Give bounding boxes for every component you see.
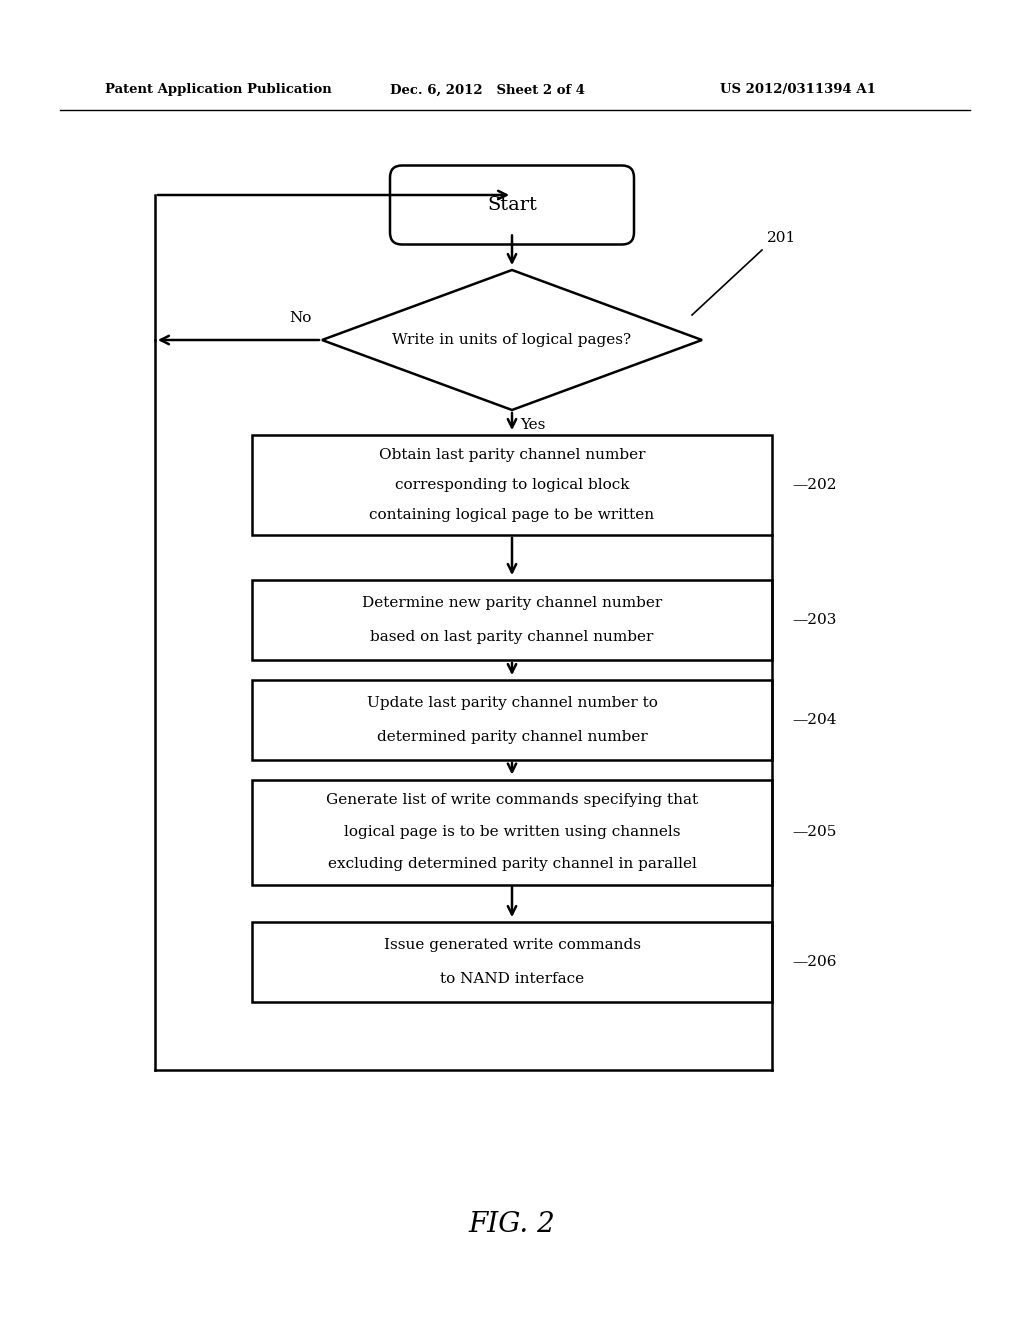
Text: corresponding to logical block: corresponding to logical block xyxy=(394,478,630,492)
Bar xyxy=(252,436,772,535)
Text: Dec. 6, 2012   Sheet 2 of 4: Dec. 6, 2012 Sheet 2 of 4 xyxy=(390,83,585,96)
Text: —202: —202 xyxy=(792,478,837,492)
Text: Yes: Yes xyxy=(520,418,546,432)
Text: Determine new parity channel number: Determine new parity channel number xyxy=(361,595,663,610)
Bar xyxy=(252,921,772,1002)
Text: Start: Start xyxy=(487,195,537,214)
Text: 201: 201 xyxy=(767,231,797,246)
Bar xyxy=(252,579,772,660)
Text: Obtain last parity channel number: Obtain last parity channel number xyxy=(379,447,645,462)
Text: based on last parity channel number: based on last parity channel number xyxy=(371,631,653,644)
Text: —203: —203 xyxy=(792,612,837,627)
Text: FIG. 2: FIG. 2 xyxy=(469,1212,555,1238)
Text: —204: —204 xyxy=(792,713,837,727)
Text: —206: —206 xyxy=(792,954,837,969)
Text: No: No xyxy=(290,312,312,325)
Text: Write in units of logical pages?: Write in units of logical pages? xyxy=(392,333,632,347)
Text: Patent Application Publication: Patent Application Publication xyxy=(105,83,332,96)
Text: Issue generated write commands: Issue generated write commands xyxy=(384,937,640,952)
Text: Generate list of write commands specifying that: Generate list of write commands specifyi… xyxy=(326,793,698,808)
Text: US 2012/0311394 A1: US 2012/0311394 A1 xyxy=(720,83,876,96)
Bar xyxy=(252,780,772,884)
Text: determined parity channel number: determined parity channel number xyxy=(377,730,647,744)
Text: —205: —205 xyxy=(792,825,837,840)
Text: logical page is to be written using channels: logical page is to be written using chan… xyxy=(344,825,680,840)
Text: excluding determined parity channel in parallel: excluding determined parity channel in p… xyxy=(328,857,696,871)
Polygon shape xyxy=(322,271,702,411)
Text: Update last parity channel number to: Update last parity channel number to xyxy=(367,696,657,710)
Text: to NAND interface: to NAND interface xyxy=(440,973,584,986)
Text: containing logical page to be written: containing logical page to be written xyxy=(370,508,654,523)
Bar xyxy=(252,680,772,760)
FancyBboxPatch shape xyxy=(390,165,634,244)
